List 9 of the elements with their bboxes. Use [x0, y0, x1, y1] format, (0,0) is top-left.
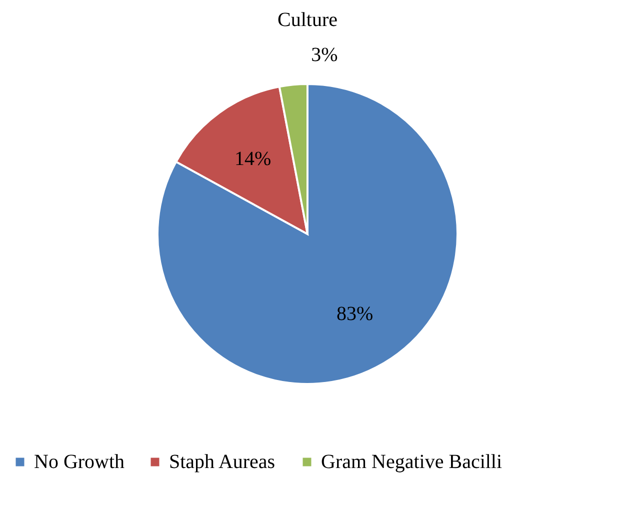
pie-slice: [156, 83, 458, 385]
data-label: 83%: [336, 303, 374, 326]
legend-label: No Growth: [34, 451, 125, 473]
pie-slice: [175, 86, 308, 235]
data-label: 14%: [234, 148, 272, 170]
chart-title: Culture: [278, 9, 338, 31]
legend-label: Gram Negative Bacilli: [321, 451, 502, 473]
data-label: 3%: [311, 44, 338, 66]
legend-label: Staph Aureas: [169, 451, 276, 473]
